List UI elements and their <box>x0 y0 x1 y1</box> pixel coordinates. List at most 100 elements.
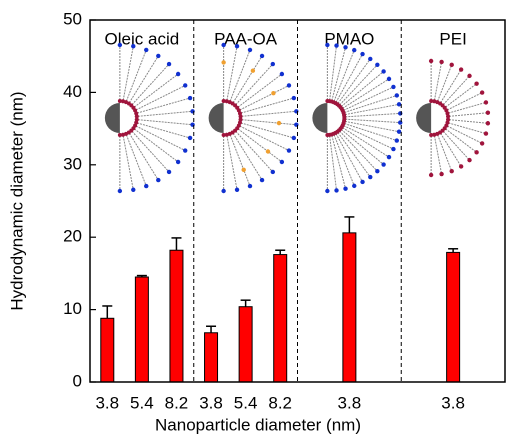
bar <box>343 233 356 382</box>
ligand <box>434 62 442 103</box>
tail-group <box>352 48 356 52</box>
head-group <box>429 133 433 137</box>
polymer-group <box>266 149 270 153</box>
ligand <box>446 119 488 123</box>
polymer-group <box>251 69 255 73</box>
y-tick-label: 10 <box>63 299 82 318</box>
tail-group <box>271 62 275 66</box>
chart: Nanoparticle diameter (nm) Hydrodynamic … <box>0 0 517 437</box>
ligand <box>335 131 363 182</box>
tail-group <box>486 121 490 125</box>
nanoparticle-illustration <box>105 43 195 193</box>
panel-title: PEI <box>439 29 466 48</box>
tail-group <box>439 172 443 176</box>
tail-group <box>287 83 291 87</box>
ligand <box>128 56 159 105</box>
tail-group <box>144 48 148 52</box>
ligand <box>336 59 370 106</box>
tail-group <box>292 136 296 140</box>
x-axis-label: Nanoparticle diameter (nm) <box>155 415 361 434</box>
tail-group <box>325 43 329 47</box>
head-group <box>118 133 122 137</box>
ligand <box>232 56 263 105</box>
ligand <box>338 129 378 171</box>
ligand <box>443 84 477 109</box>
ligand <box>439 131 461 167</box>
ligand <box>331 133 345 189</box>
tail-group <box>360 52 364 56</box>
tail-group <box>391 85 395 89</box>
tail-group <box>280 160 284 164</box>
x-tick-label: 3.8 <box>95 393 119 412</box>
tail-group <box>387 77 391 81</box>
bar <box>205 333 218 382</box>
x-tick-label: 3.8 <box>199 393 223 412</box>
tail-group <box>391 147 395 151</box>
tail-group <box>248 48 252 52</box>
tail-group <box>221 43 225 47</box>
ligand <box>237 125 289 151</box>
ligand <box>338 65 378 107</box>
x-tick-label: 3.8 <box>441 393 465 412</box>
ligand <box>331 47 345 103</box>
tail-group <box>474 150 478 154</box>
tail-group <box>118 189 122 193</box>
tail-group <box>325 189 329 193</box>
tail-group <box>474 81 478 85</box>
ligand <box>133 85 185 111</box>
tail-group <box>397 129 401 133</box>
bar <box>447 252 460 382</box>
polymer-group <box>271 91 275 95</box>
tail-group <box>381 162 385 166</box>
x-tick-label: 3.8 <box>338 393 362 412</box>
ligand <box>329 46 336 104</box>
tail-group <box>260 178 264 182</box>
tail-group <box>480 90 484 94</box>
tail-group <box>131 44 135 48</box>
tail-group <box>459 164 463 168</box>
tail-group <box>167 62 171 66</box>
tail-group <box>167 170 171 174</box>
ligand <box>434 133 442 174</box>
y-tick-label: 20 <box>63 227 82 246</box>
ligand <box>239 111 297 116</box>
tail-group <box>176 160 180 164</box>
tail-group <box>260 54 264 58</box>
head-group <box>222 133 226 137</box>
tail-group <box>343 187 347 191</box>
ligand <box>340 126 389 157</box>
particle-core <box>105 103 120 133</box>
tail-group <box>334 43 338 47</box>
tail-group <box>467 158 471 162</box>
bar <box>239 307 252 382</box>
bar <box>274 255 287 382</box>
ligand <box>237 85 289 111</box>
ligand <box>226 133 237 190</box>
tail-group <box>183 83 187 87</box>
tail-group <box>368 175 372 179</box>
ligand <box>128 131 159 180</box>
ligand <box>135 111 193 116</box>
tail-group <box>429 173 433 177</box>
ligand <box>339 128 384 165</box>
ligand <box>123 46 134 103</box>
tail-group <box>235 188 239 192</box>
tail-group <box>387 155 391 159</box>
bar <box>135 277 148 382</box>
tail-group <box>156 54 160 58</box>
tail-group <box>271 170 275 174</box>
tail-group <box>486 111 490 115</box>
tail-group <box>131 188 135 192</box>
ligand <box>135 119 193 124</box>
tail-group <box>459 67 463 71</box>
panel-title: PMAO <box>324 29 374 48</box>
tail-group <box>484 131 488 135</box>
polymer-group <box>221 60 225 64</box>
bar <box>101 318 114 382</box>
y-tick-label: 40 <box>63 82 82 101</box>
ligand <box>125 50 146 104</box>
tail-group <box>467 74 471 78</box>
plot-frame <box>90 20 505 382</box>
tail-group <box>439 60 443 64</box>
tail-group <box>395 138 399 142</box>
